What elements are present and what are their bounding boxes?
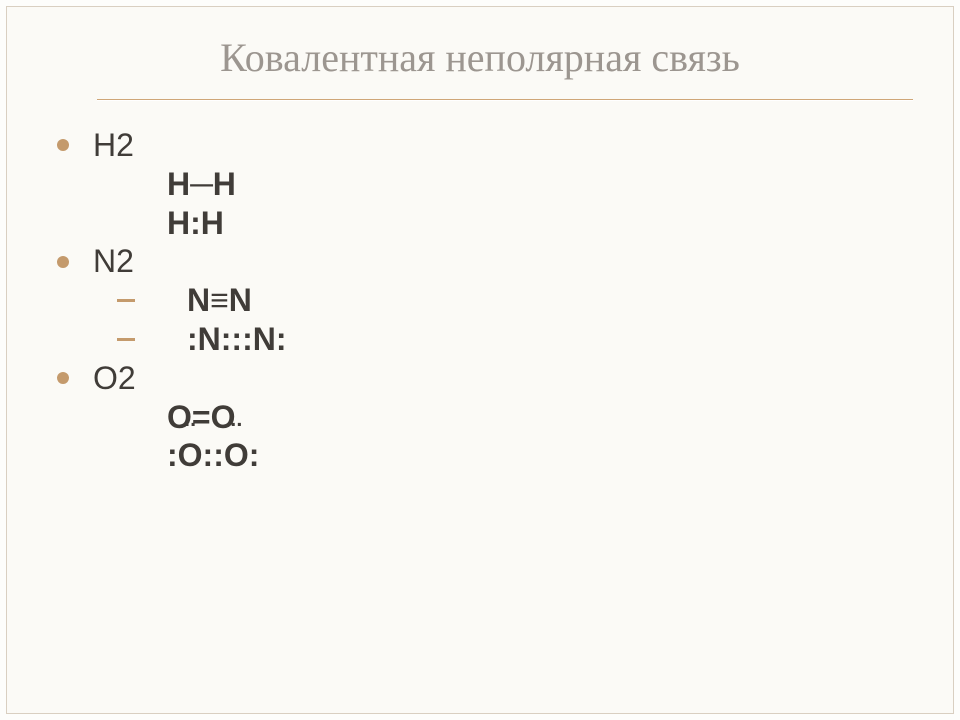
- bullet-label: N2: [93, 243, 134, 280]
- formula-text: N≡N: [187, 282, 252, 319]
- formula-text: :N:::N:: [187, 321, 287, 358]
- slide-frame: Ковалентная неполярная связь H2 Н─Н Н:Н …: [6, 6, 954, 714]
- bullet-icon: [57, 139, 69, 151]
- sub-line: :О::О:: [47, 437, 953, 474]
- bullet-item: N2: [47, 243, 953, 280]
- bullet-icon: [57, 372, 69, 384]
- formula-text: Н─Н: [167, 166, 236, 203]
- formula-seg-dotpair: О: [224, 437, 249, 474]
- bullet-label: O2: [93, 360, 136, 397]
- bullet-icon: [57, 256, 69, 268]
- slide-title: Ковалентная неполярная связь: [220, 34, 740, 81]
- sub-line: Н─Н: [47, 166, 953, 203]
- title-area: Ковалентная неполярная связь: [7, 7, 953, 107]
- sub-line-dash: :N:::N:: [47, 321, 953, 358]
- title-underline: [97, 99, 913, 101]
- slide-content: H2 Н─Н Н:Н N2 N≡N :N:::N: O2 О=О :О::О:: [7, 107, 953, 474]
- bullet-item: O2: [47, 360, 953, 397]
- formula-seg: :: [249, 437, 260, 474]
- formula-seg-dotpair: О: [178, 437, 203, 474]
- formula-seg: ::: [203, 437, 224, 474]
- sub-line: Н:Н: [47, 205, 953, 242]
- bullet-item: H2: [47, 127, 953, 164]
- sub-line-dash: N≡N: [47, 282, 953, 319]
- bullet-label: H2: [93, 127, 134, 164]
- dash-icon: [117, 338, 135, 341]
- formula-seg: :: [167, 437, 178, 474]
- dash-icon: [117, 299, 135, 302]
- formula-text: Н:Н: [167, 205, 224, 242]
